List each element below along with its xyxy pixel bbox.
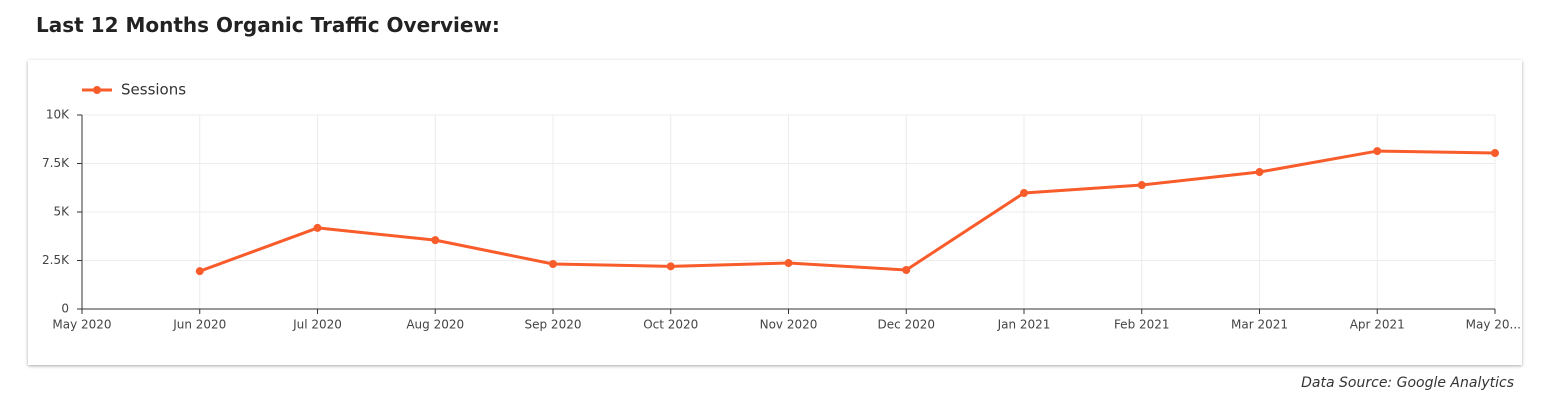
data-point bbox=[1255, 168, 1264, 177]
data-point bbox=[1137, 181, 1146, 190]
x-tick-label: Dec 2020 bbox=[877, 318, 935, 332]
x-tick-label: Aug 2020 bbox=[406, 318, 464, 332]
x-tick-label: Nov 2020 bbox=[760, 318, 818, 332]
x-tick-label: Oct 2020 bbox=[643, 318, 698, 332]
data-point bbox=[902, 266, 911, 275]
series-line bbox=[199, 149, 1496, 273]
x-tick-label: May 20... bbox=[1466, 318, 1521, 332]
x-tick-label: Apr 2021 bbox=[1350, 318, 1405, 332]
y-tick-label: 10K bbox=[46, 108, 70, 122]
x-tick-label: Mar 2021 bbox=[1231, 318, 1288, 332]
x-tick-label: Jan 2021 bbox=[997, 318, 1051, 332]
legend-dot bbox=[93, 86, 101, 94]
data-point bbox=[195, 267, 204, 276]
source-note: Data Source: Google Analytics bbox=[1301, 375, 1514, 391]
x-tick-label: May 2020 bbox=[52, 318, 111, 332]
x-tick-label: Jun 2020 bbox=[172, 318, 226, 332]
data-point bbox=[666, 262, 675, 271]
data-point bbox=[1373, 147, 1382, 156]
y-tick-label: 0 bbox=[61, 302, 69, 316]
chart-title: Last 12 Months Organic Traffic Overview: bbox=[36, 13, 500, 37]
data-point bbox=[784, 259, 793, 268]
legend-label: Sessions bbox=[121, 81, 186, 99]
x-tick-label: Jul 2020 bbox=[292, 318, 342, 332]
y-tick-label: 5K bbox=[53, 205, 70, 219]
data-point bbox=[1020, 188, 1028, 197]
data-point bbox=[313, 223, 322, 232]
x-tick-label: Feb 2021 bbox=[1114, 318, 1170, 332]
data-point bbox=[431, 236, 440, 245]
y-tick-label: 7.5K bbox=[42, 156, 70, 170]
x-tick-label: Sep 2020 bbox=[525, 318, 582, 332]
y-tick-label: 2.5K bbox=[42, 253, 70, 267]
data-point bbox=[1491, 149, 1499, 158]
data-point bbox=[549, 259, 557, 268]
